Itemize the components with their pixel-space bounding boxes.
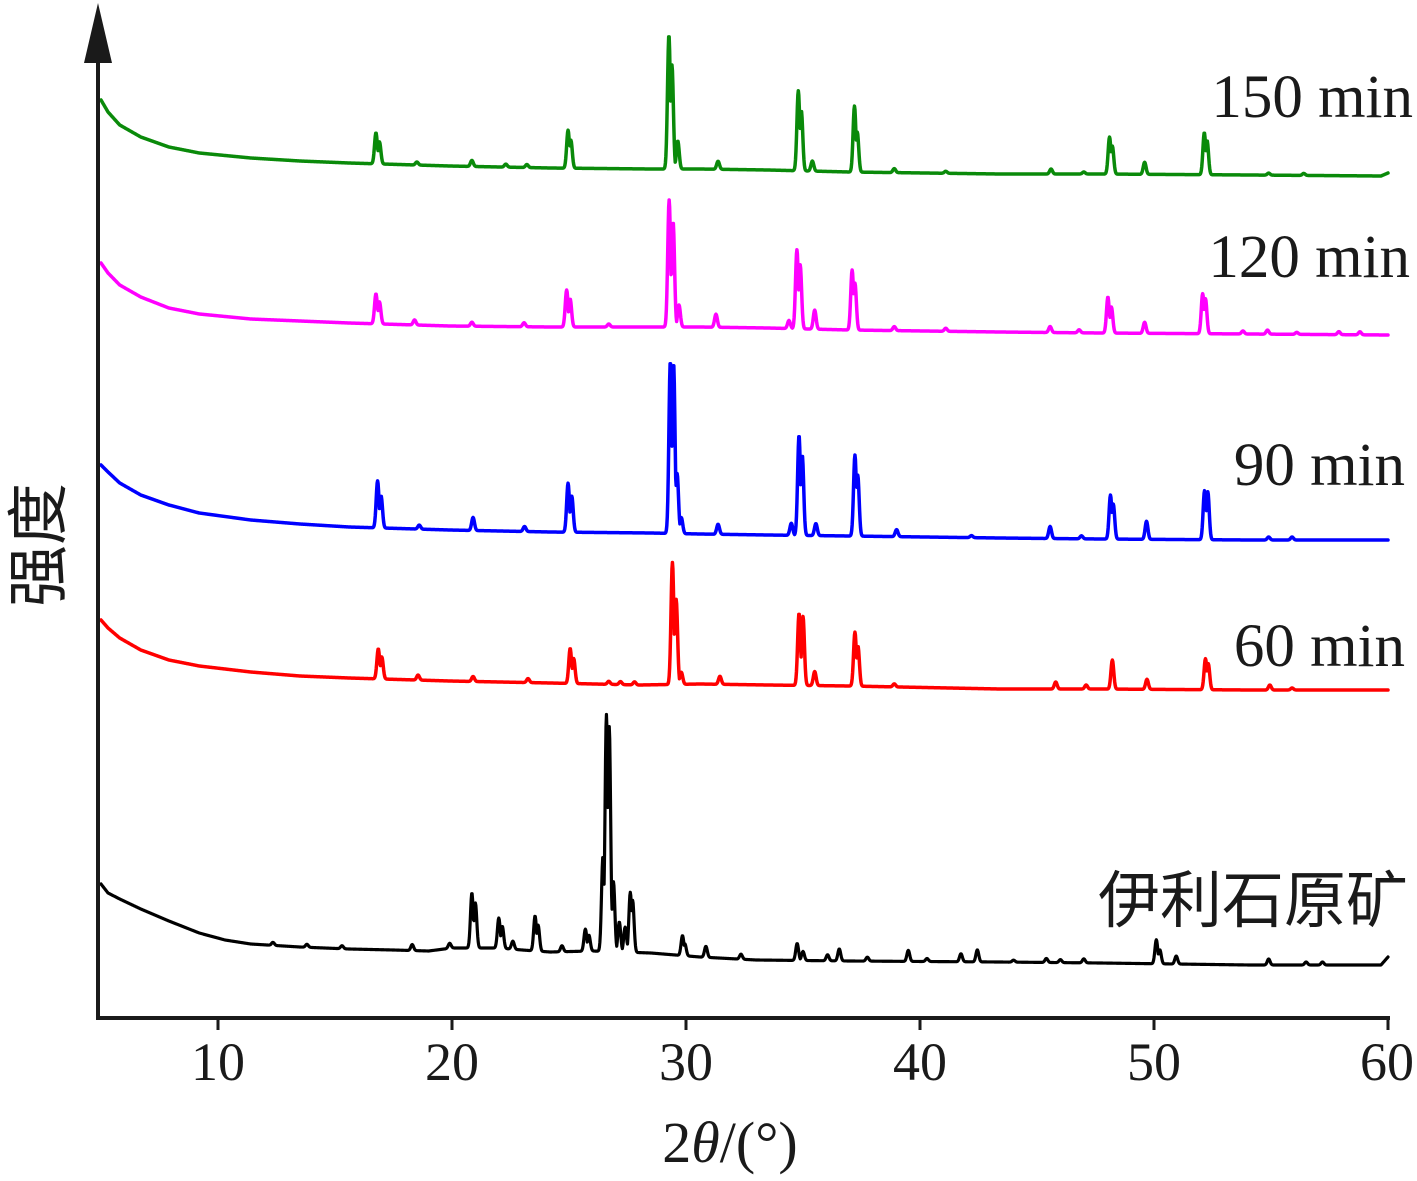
series-labels: 150 min 120 min 90 min 60 min 伊利石原矿: [1098, 64, 1413, 936]
x-tick-label-40: 40: [893, 1032, 947, 1092]
series-line-60-min: [99, 560, 1390, 692]
x-tick-label-10: 10: [191, 1032, 245, 1092]
x-tick-label-50: 50: [1127, 1032, 1181, 1092]
x-axis-label-part: 2: [662, 1110, 691, 1175]
x-tick-label-20: 20: [425, 1032, 479, 1092]
x-tick-labels: 10 20 30 40 50 60: [191, 1032, 1414, 1092]
x-axis-label-theta: θ: [691, 1110, 720, 1175]
series-line-90-min: [99, 362, 1390, 542]
series-label-60-min: 60 min: [1234, 613, 1405, 680]
series-label-90-min: 90 min: [1234, 432, 1405, 499]
series-label-120-min: 120 min: [1208, 224, 1410, 291]
x-tick-label-30: 30: [659, 1032, 713, 1092]
x-tick-label-60: 60: [1360, 1032, 1414, 1092]
series-line-raw-illite: [99, 712, 1390, 967]
series-label-raw-illite: 伊利石原矿: [1098, 868, 1408, 936]
series-line-120-min: [99, 198, 1390, 337]
y-axis-label: 强度: [6, 483, 74, 607]
y-axis-arrow-icon: [84, 3, 112, 63]
x-axis-label-part: /(°): [720, 1110, 798, 1175]
series-label-150-min: 150 min: [1211, 64, 1413, 131]
series-line-150-min: [99, 35, 1390, 178]
plot-series: [99, 35, 1390, 967]
x-ticks: [216, 1018, 1390, 1030]
x-axis-label: 2θ/(°): [662, 1110, 797, 1175]
